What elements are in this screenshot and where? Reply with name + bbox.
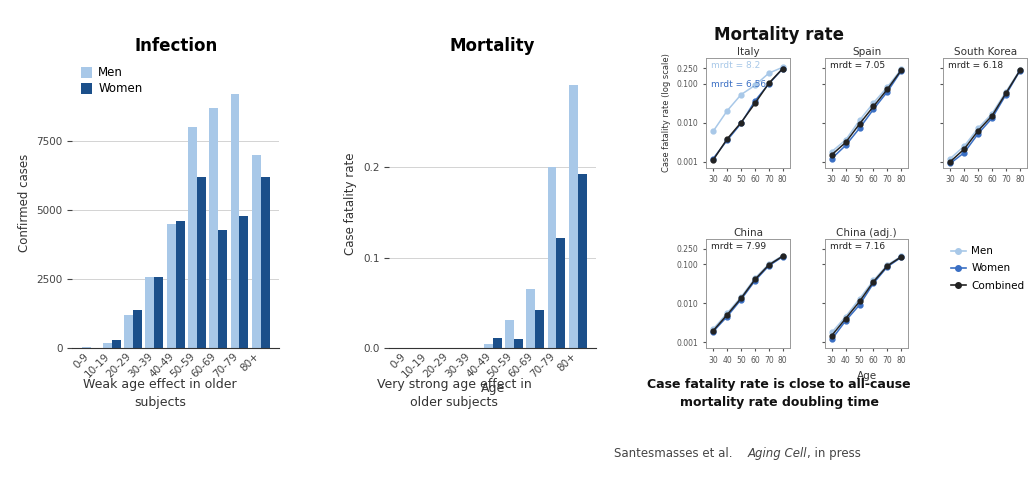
- Bar: [556, 238, 566, 348]
- Legend: Men, Women, Combined: Men, Women, Combined: [948, 244, 1027, 293]
- Bar: [167, 224, 175, 348]
- Title: Italy: Italy: [737, 47, 760, 57]
- Bar: [197, 177, 205, 348]
- X-axis label: Age: Age: [481, 382, 505, 395]
- Text: mrdt = 6.18: mrdt = 6.18: [948, 61, 1003, 70]
- Bar: [218, 229, 227, 348]
- Text: , in press: , in press: [807, 447, 861, 460]
- X-axis label: Age: Age: [857, 371, 876, 381]
- Bar: [209, 108, 218, 348]
- Title: Infection: Infection: [134, 37, 218, 55]
- Bar: [124, 315, 133, 348]
- Text: mrdt = 8.2: mrdt = 8.2: [711, 61, 761, 70]
- Text: mrdt = 7.99: mrdt = 7.99: [711, 242, 767, 251]
- Title: Mortality: Mortality: [450, 37, 536, 55]
- Title: China (adj.): China (adj.): [836, 228, 897, 238]
- Bar: [103, 343, 111, 348]
- Bar: [252, 155, 261, 348]
- Bar: [155, 276, 163, 348]
- Text: Case fatality rate is close to all-cause
mortality rate doubling time: Case fatality rate is close to all-cause…: [647, 378, 911, 408]
- Bar: [514, 339, 523, 348]
- Bar: [146, 276, 155, 348]
- Text: Mortality rate: Mortality rate: [714, 26, 844, 44]
- Bar: [261, 177, 269, 348]
- Bar: [175, 221, 185, 348]
- Text: Weak age effect in older
subjects: Weak age effect in older subjects: [84, 378, 236, 408]
- Text: mrdt = 6.56: mrdt = 6.56: [711, 80, 767, 89]
- Bar: [82, 347, 91, 348]
- Text: Aging Cell: Aging Cell: [747, 447, 807, 460]
- Bar: [536, 310, 544, 348]
- Y-axis label: Case fatality rate (log scale): Case fatality rate (log scale): [663, 53, 671, 172]
- Text: Santesmasses et al.: Santesmasses et al.: [614, 447, 736, 460]
- Bar: [230, 94, 239, 348]
- Text: mrdt = 7.05: mrdt = 7.05: [830, 61, 884, 70]
- Bar: [492, 338, 502, 348]
- Bar: [239, 216, 249, 348]
- Y-axis label: Confirmed cases: Confirmed cases: [18, 154, 31, 252]
- Title: Spain: Spain: [851, 47, 881, 57]
- Bar: [188, 127, 197, 348]
- Y-axis label: Case fatality rate: Case fatality rate: [345, 152, 357, 255]
- Text: mrdt = 7.16: mrdt = 7.16: [830, 242, 884, 251]
- Bar: [526, 289, 536, 348]
- Bar: [548, 167, 556, 348]
- Bar: [578, 174, 586, 348]
- Text: Very strong age effect in
older subjects: Very strong age effect in older subjects: [377, 378, 531, 408]
- Bar: [484, 344, 492, 348]
- Bar: [133, 310, 142, 348]
- Title: South Korea: South Korea: [954, 47, 1017, 57]
- Bar: [569, 85, 578, 348]
- Bar: [505, 320, 514, 348]
- Bar: [111, 340, 121, 348]
- Title: China: China: [733, 228, 763, 238]
- Legend: Men, Women: Men, Women: [78, 64, 144, 98]
